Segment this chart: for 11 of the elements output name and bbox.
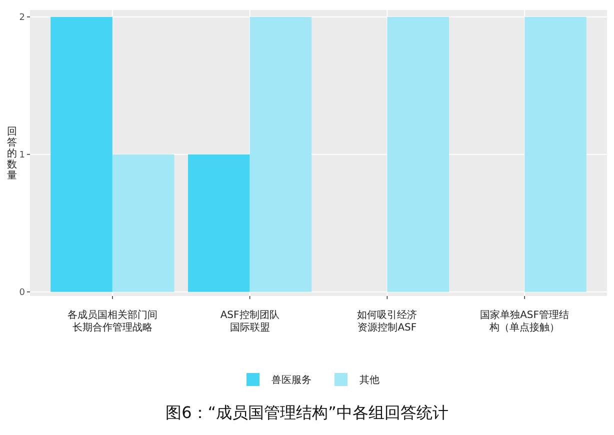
legend-label: 其他 bbox=[360, 374, 380, 386]
x-tick-label: 如何吸引经济资源控制ASF bbox=[357, 309, 418, 334]
x-tick-label: 国家单独ASF管理结构（单点接触） bbox=[480, 309, 570, 334]
x-tick-label: 各成员国相关部门间长期合作管理战略 bbox=[67, 309, 158, 334]
y-tick-label: 0 bbox=[19, 288, 26, 298]
caption: 图6：“成员国管理结构”中各组回答统计 bbox=[166, 403, 448, 422]
y-axis-title: 回答的数量 bbox=[7, 126, 17, 182]
legend-label: 兽医服务 bbox=[272, 374, 312, 386]
y-tick-label: 1 bbox=[19, 150, 25, 161]
y-tick-label: 2 bbox=[19, 13, 25, 24]
x-tick-label: ASF控制团队国际联盟 bbox=[220, 309, 280, 334]
